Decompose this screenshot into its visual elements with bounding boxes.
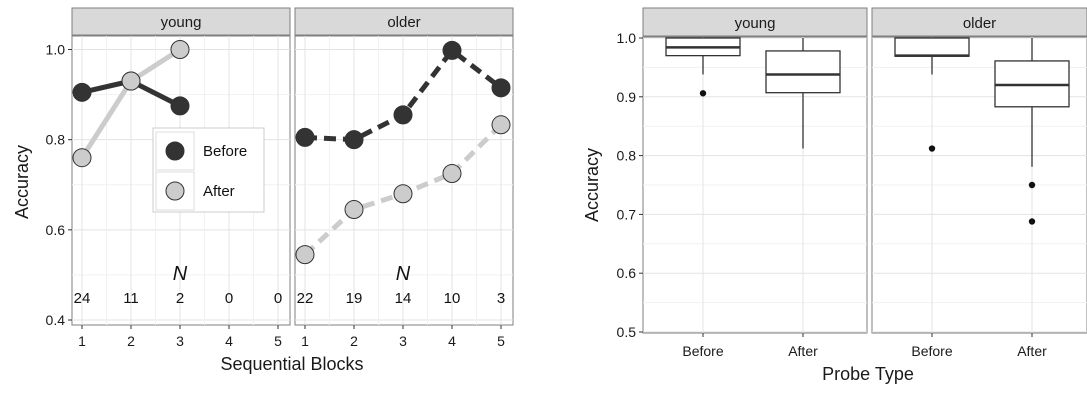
outlier-point [699, 90, 707, 97]
y-tick-label: 0.7 [617, 206, 637, 222]
n-count: 10 [444, 290, 461, 307]
data-point-after [295, 245, 315, 265]
data-point-before [393, 105, 413, 125]
facet-strip-label: older [387, 14, 420, 31]
facet-strip [294, 7, 514, 36]
y-tick-label: 1.0 [46, 42, 66, 58]
x-tick-label: After [788, 343, 818, 359]
box-panel-older: older Before After [871, 7, 1087, 359]
x-tick-label: 3 [176, 333, 184, 349]
facet-strip [871, 7, 1087, 37]
n-count: 0 [274, 290, 282, 307]
facet-strip-label: older [963, 15, 996, 32]
legend-key [155, 131, 195, 171]
x-axis-title: Sequential Blocks [220, 354, 363, 374]
data-point-after [442, 163, 462, 183]
outlier-point [1028, 218, 1036, 225]
x-tick-label: 5 [274, 333, 282, 349]
box [894, 37, 970, 57]
legend: Before After [152, 127, 265, 213]
data-point-before [491, 78, 511, 98]
n-count: 24 [74, 290, 91, 307]
data-point-before [442, 40, 462, 60]
legend-label: Before [203, 143, 247, 160]
x-tick-label: After [1017, 343, 1047, 359]
box [765, 50, 841, 94]
y-tick-label: 0.5 [617, 324, 637, 340]
data-point-before [344, 130, 364, 150]
y-tick-label: 0.9 [617, 89, 637, 105]
facet-strip [642, 7, 868, 37]
facet-strip-label: young [161, 14, 202, 31]
n-count: 11 [123, 290, 139, 307]
data-point-before [72, 82, 92, 102]
outlier-point [928, 145, 936, 152]
x-tick-label: Before [682, 343, 723, 359]
y-axis-title: Accuracy [12, 145, 32, 219]
facet-strip-label: young [735, 15, 776, 32]
legend-marker [165, 141, 185, 161]
box-panel-young: young Before After [642, 7, 868, 359]
n-heading: N [173, 263, 188, 285]
data-point-before [295, 127, 315, 147]
y-tick-label: 1.0 [617, 30, 637, 46]
n-count: 14 [395, 290, 412, 307]
y-tick-label: 0.8 [46, 132, 66, 148]
y-tick-label: 0.6 [46, 222, 66, 238]
n-count: 2 [176, 290, 184, 307]
n-count: 3 [497, 290, 505, 307]
line-panel-older: older 1 2 3 4 5 N 22 19 14 10 3 [294, 7, 514, 349]
facet-strip [71, 7, 291, 36]
data-point-after [121, 71, 141, 91]
x-tick-label: 4 [448, 333, 456, 349]
n-count: 0 [225, 290, 233, 307]
x-tick-label: Before [911, 343, 952, 359]
x-tick-label: 5 [497, 333, 505, 349]
x-tick-label: 4 [225, 333, 233, 349]
x-tick-label: 3 [399, 333, 407, 349]
y-tick-label: 0.6 [617, 265, 637, 281]
x-tick-label: 1 [78, 333, 86, 349]
data-point-after [344, 200, 364, 220]
legend-label: After [203, 183, 235, 200]
outlier-point [1028, 181, 1036, 189]
y-tick-label: 0.8 [617, 148, 637, 164]
legend-marker [165, 181, 185, 201]
data-point-before [170, 96, 190, 116]
data-point-after [491, 115, 511, 135]
x-tick-label: 1 [301, 333, 309, 349]
n-heading: N [396, 263, 411, 285]
x-tick-label: 2 [127, 333, 135, 349]
data-point-after [72, 148, 92, 168]
x-tick-label: 2 [350, 333, 358, 349]
n-count: 22 [297, 290, 314, 307]
n-count: 19 [346, 290, 363, 307]
x-axis-title: Probe Type [822, 364, 914, 384]
y-axis-title: Accuracy [582, 148, 602, 222]
y-tick-label: 0.4 [46, 312, 66, 328]
data-point-after [170, 40, 190, 59]
data-point-after [393, 184, 413, 204]
